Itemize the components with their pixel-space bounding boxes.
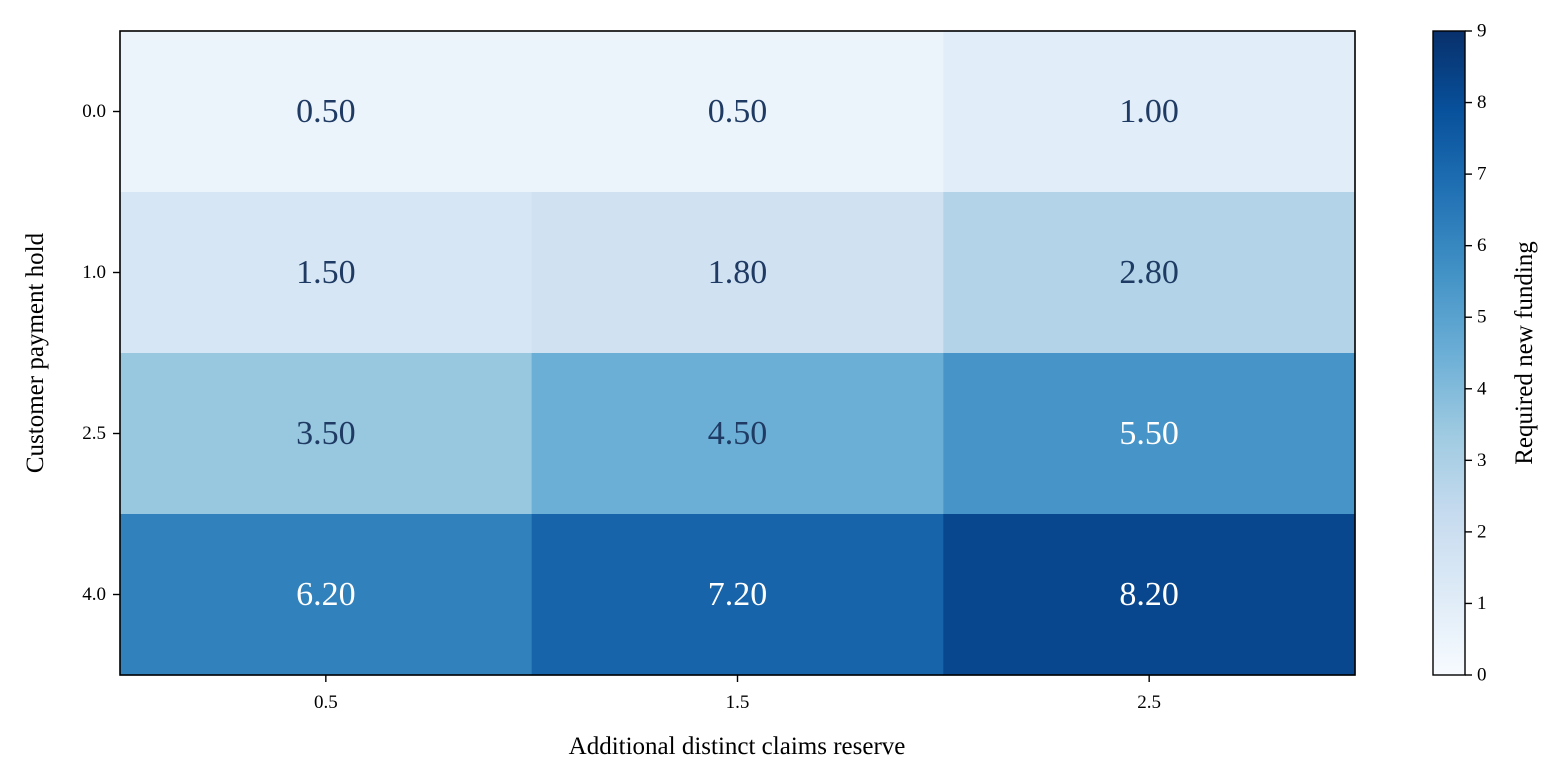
- heatmap-cell: [531, 192, 944, 354]
- colorbar-tick-label: 1: [1477, 593, 1487, 614]
- heatmap-cell: [531, 31, 944, 193]
- colorbar-tick-label: 4: [1477, 378, 1487, 399]
- x-tick-label: 1.5: [726, 692, 750, 713]
- colorbar-ticks: 0 1 2 3 4 5 6 7 8 9: [1465, 21, 1487, 686]
- heatmap-cell: [943, 192, 1356, 354]
- x-tick-label: 0.5: [314, 692, 338, 713]
- cell-value-label: 1.50: [296, 254, 356, 291]
- colorbar-tick-label: 9: [1477, 21, 1487, 42]
- colorbar: [1432, 30, 1466, 676]
- colorbar-tick-label: 8: [1477, 92, 1487, 113]
- heatmap-cell: [120, 192, 533, 354]
- cell-value-label: 1.00: [1119, 93, 1179, 130]
- cell-value-label: 7.20: [708, 576, 768, 613]
- heatmap-cell: [531, 353, 944, 515]
- y-tick-label: 1.0: [82, 262, 106, 283]
- heatmap-cells: 0.50 0.50 1.00 1.50 1.80 2.80 3.50 4.50 5.50 6.20…: [120, 31, 1356, 676]
- colorbar-tick-label: 2: [1477, 521, 1487, 542]
- colorbar-tick-label: 6: [1477, 235, 1487, 256]
- colorbar-label: Required new funding: [1511, 241, 1538, 465]
- colorbar-tick-label: 7: [1477, 164, 1487, 185]
- cell-value-label: 8.20: [1119, 576, 1179, 613]
- y-tick-label: 4.0: [82, 584, 106, 605]
- cell-value-label: 2.80: [1119, 254, 1179, 291]
- heatmap-cell: [943, 31, 1356, 193]
- y-axis-label: Customer payment hold: [22, 232, 49, 473]
- cell-value-label: 5.50: [1119, 415, 1179, 452]
- colorbar-tick-label: 3: [1477, 450, 1487, 471]
- heatmap-cell: [943, 514, 1356, 676]
- cell-value-label: 0.50: [708, 93, 768, 130]
- y-tick-label: 2.5: [82, 423, 106, 444]
- cell-value-label: 3.50: [296, 415, 356, 452]
- cell-value-label: 0.50: [296, 93, 356, 130]
- heatmap-cell: [943, 353, 1356, 515]
- cell-value-label: 6.20: [296, 576, 356, 613]
- colorbar-tick-label: 5: [1477, 307, 1487, 328]
- y-tick-label: 0.0: [82, 101, 106, 122]
- x-tick-label: 2.5: [1137, 692, 1161, 713]
- cell-value-label: 4.50: [708, 415, 768, 452]
- cell-value-label: 1.80: [708, 254, 768, 291]
- x-axis-label: Additional distinct claims reserve: [569, 733, 906, 760]
- heatmap-cell: [531, 514, 944, 676]
- heatmap-cell: [120, 31, 533, 193]
- colorbar-tick-label: 0: [1477, 665, 1487, 686]
- y-axis-ticks: 0.0 1.0 2.5 4.0: [82, 101, 120, 605]
- heatmap-cell: [120, 353, 533, 515]
- heatmap-cell: [120, 514, 533, 676]
- x-axis-ticks: 0.5 1.5 2.5: [314, 675, 1161, 713]
